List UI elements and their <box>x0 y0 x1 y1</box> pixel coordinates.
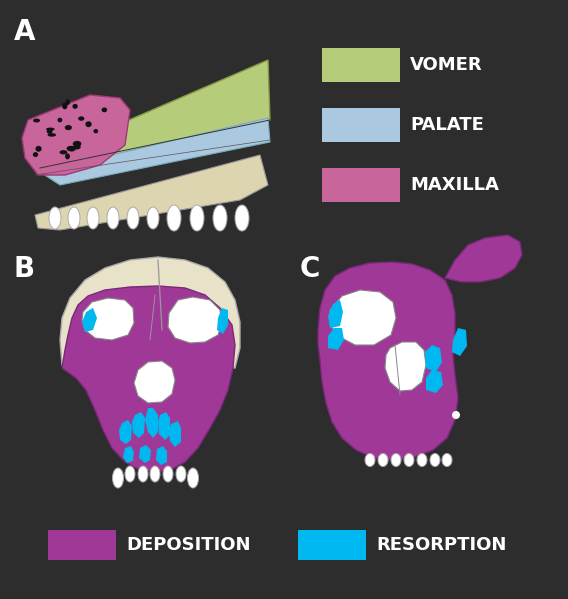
Polygon shape <box>139 445 151 463</box>
Polygon shape <box>328 328 344 350</box>
Ellipse shape <box>73 104 78 109</box>
Ellipse shape <box>417 453 427 467</box>
Polygon shape <box>119 420 132 444</box>
Ellipse shape <box>187 468 198 488</box>
Ellipse shape <box>33 119 40 123</box>
Ellipse shape <box>150 466 160 482</box>
Text: PALATE: PALATE <box>410 116 484 134</box>
Ellipse shape <box>48 133 56 137</box>
Ellipse shape <box>167 205 181 231</box>
Polygon shape <box>385 342 426 391</box>
Ellipse shape <box>112 468 123 488</box>
Polygon shape <box>156 446 167 465</box>
Polygon shape <box>62 286 235 472</box>
Ellipse shape <box>62 102 68 109</box>
Bar <box>322 108 400 142</box>
Text: DEPOSITION: DEPOSITION <box>126 536 250 554</box>
Ellipse shape <box>176 466 186 482</box>
Ellipse shape <box>127 207 139 229</box>
Polygon shape <box>158 412 170 440</box>
Ellipse shape <box>35 146 41 152</box>
Bar <box>322 168 400 202</box>
Polygon shape <box>217 308 228 334</box>
Circle shape <box>452 411 460 419</box>
Polygon shape <box>169 421 181 447</box>
Ellipse shape <box>65 125 72 130</box>
Ellipse shape <box>85 121 91 127</box>
Ellipse shape <box>87 207 99 229</box>
Polygon shape <box>328 300 343 328</box>
Text: A: A <box>14 18 35 46</box>
Polygon shape <box>426 370 443 393</box>
Polygon shape <box>330 290 396 345</box>
Polygon shape <box>22 95 130 175</box>
Text: B: B <box>14 255 35 283</box>
Bar <box>48 530 116 560</box>
Text: C: C <box>300 255 320 283</box>
Bar <box>298 530 366 560</box>
Polygon shape <box>35 155 268 230</box>
Polygon shape <box>48 60 270 170</box>
Ellipse shape <box>430 453 440 467</box>
Ellipse shape <box>46 128 55 131</box>
Ellipse shape <box>73 141 81 147</box>
Polygon shape <box>60 257 240 368</box>
Polygon shape <box>425 345 442 372</box>
Polygon shape <box>82 298 134 340</box>
Text: MAXILLA: MAXILLA <box>410 176 499 194</box>
Polygon shape <box>40 118 270 185</box>
Ellipse shape <box>365 453 375 467</box>
Bar <box>322 48 400 82</box>
Ellipse shape <box>190 205 204 231</box>
Ellipse shape <box>94 129 98 134</box>
Ellipse shape <box>65 153 70 159</box>
Ellipse shape <box>102 107 107 112</box>
Polygon shape <box>123 446 134 463</box>
Text: VOMER: VOMER <box>410 56 483 74</box>
Ellipse shape <box>49 207 61 229</box>
Ellipse shape <box>138 466 148 482</box>
Ellipse shape <box>163 466 173 482</box>
Ellipse shape <box>60 150 68 155</box>
Ellipse shape <box>33 152 38 157</box>
Polygon shape <box>318 262 458 460</box>
Polygon shape <box>452 328 467 356</box>
Ellipse shape <box>442 453 452 467</box>
Polygon shape <box>445 235 522 282</box>
Polygon shape <box>82 308 97 332</box>
Ellipse shape <box>65 99 70 105</box>
Ellipse shape <box>47 129 53 134</box>
Ellipse shape <box>147 207 159 229</box>
Ellipse shape <box>68 207 80 229</box>
Text: RESORPTION: RESORPTION <box>376 536 507 554</box>
Ellipse shape <box>378 453 388 467</box>
Ellipse shape <box>78 116 85 121</box>
Ellipse shape <box>391 453 401 467</box>
Ellipse shape <box>404 453 414 467</box>
Polygon shape <box>145 408 158 438</box>
Ellipse shape <box>68 146 76 152</box>
Ellipse shape <box>213 205 227 231</box>
Ellipse shape <box>125 466 135 482</box>
Ellipse shape <box>73 144 81 150</box>
Ellipse shape <box>57 117 62 122</box>
Ellipse shape <box>235 205 249 231</box>
Polygon shape <box>168 297 222 343</box>
Polygon shape <box>132 412 145 438</box>
Ellipse shape <box>66 146 74 151</box>
Polygon shape <box>134 361 175 403</box>
Ellipse shape <box>107 207 119 229</box>
